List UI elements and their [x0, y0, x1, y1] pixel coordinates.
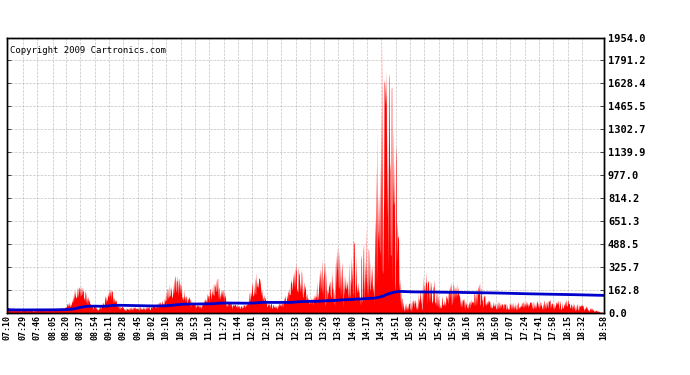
- Text: West Array Actual Power (red) & Running Average Power (blue) (Watts)  Tue Mar 24: West Array Actual Power (red) & Running …: [6, 11, 564, 21]
- Text: Copyright 2009 Cartronics.com: Copyright 2009 Cartronics.com: [10, 46, 166, 55]
